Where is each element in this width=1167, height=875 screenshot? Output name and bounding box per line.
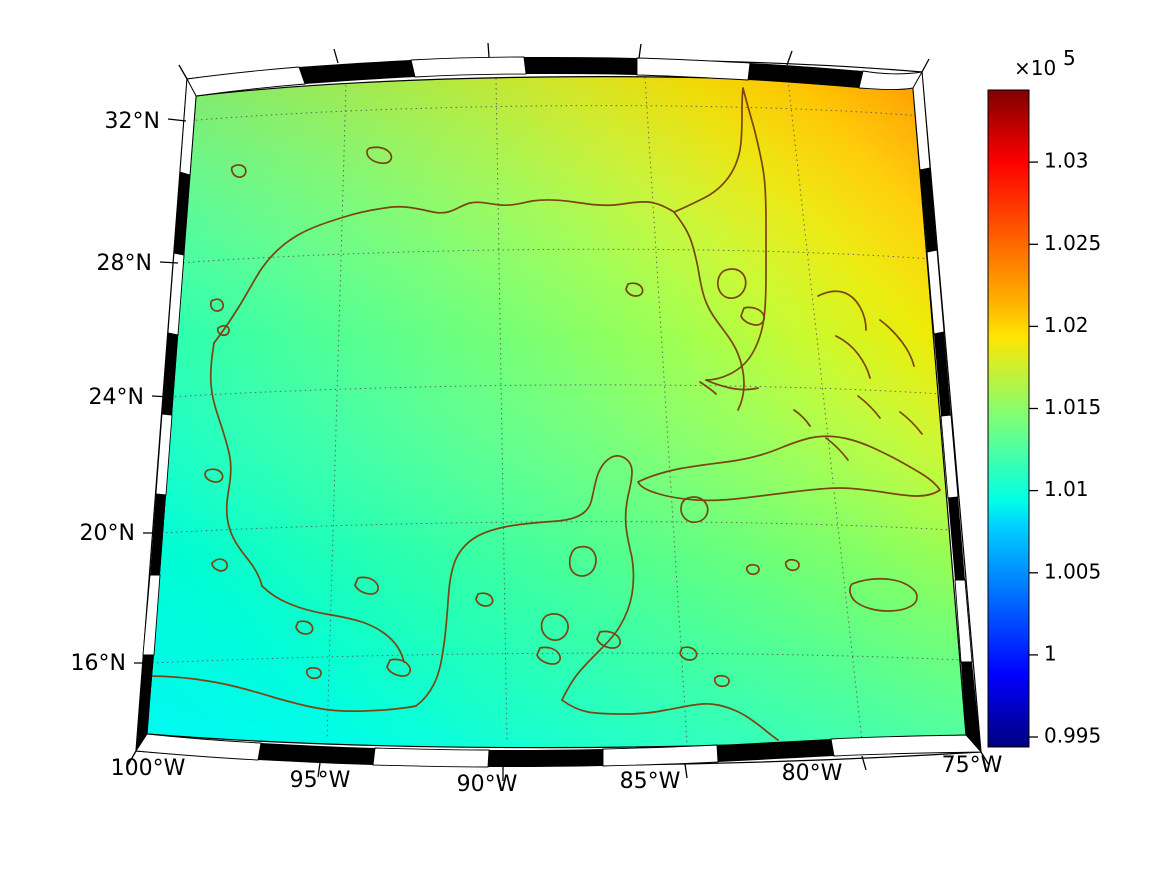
coastline-bahamas [793,290,923,461]
map-frame-ticks-right [912,70,981,752]
coastline-small-islands [204,146,800,688]
tick-lon-90 [487,42,490,58]
map-data-field [147,76,966,748]
cb-label-1005: 1.005 [1044,559,1101,583]
lat-label-24n: 24°N [89,385,144,410]
colorbar-tick-marks [1029,161,1038,738]
coastline-gulf-north [213,199,675,344]
colorbar[interactable]: 0.995 1 1.005 1.01 1.015 1.02 1.025 1.03… [987,46,1101,748]
cb-label-103: 1.03 [1044,149,1089,173]
gridline-lon-80 [787,79,863,742]
coastline-texas-south [209,342,263,587]
gridline-lon-90 [495,77,508,744]
tickb-lon-85 [684,763,688,779]
coastline-isla-juventud [680,496,709,524]
cb-label-1015: 1.015 [1044,395,1101,419]
coastline-cuba [637,435,941,502]
coastline-jamaica [849,577,918,612]
colorbar-offset-exponent: 5 [1063,46,1076,70]
coastlines [147,87,941,741]
coastline-lake-okeechobee [716,268,747,300]
lon-label-85w: 85°W [620,769,681,794]
gridline-lon-95 [326,84,347,740]
map-frame-ticks-left [136,77,197,751]
coastline-yucatan [415,455,635,707]
coastline-florida-west [673,211,745,411]
tick-lon-75 [921,58,930,73]
lat-label-20n: 20°N [80,521,135,546]
cb-label-1025: 1.025 [1044,231,1101,255]
map-frame-ticks-bottom [135,733,982,768]
longitude-tick-labels: 100°W 95°W 90°W 85°W 80°W 75°W [111,753,1003,797]
coastline-mexico-south [147,675,417,712]
gridline-lat-20 [160,521,953,534]
lat-label-28n: 28°N [97,251,152,276]
cb-label-101: 1.01 [1044,477,1089,501]
tick-lon-100 [178,64,188,80]
tick-lon-95 [333,48,339,64]
lon-label-95w: 95°W [290,768,351,793]
colorbar-offset-text: ×10 5 [1014,46,1076,80]
colorbar-gradient[interactable] [987,89,1030,748]
coastline-florida-keys [699,379,759,395]
coastline-florida [673,87,767,381]
tick-lat-32 [167,118,187,122]
tickb-lon-95 [317,762,321,778]
lat-label-32n: 32°N [105,109,160,134]
gridline-lat-16 [151,652,962,664]
tickb-lon-100 [127,750,137,766]
colorbar-tick-labels: 0.995 1 1.005 1.01 1.015 1.02 1.025 1.03 [1044,149,1101,748]
gridline-lon-85 [644,76,688,744]
cb-label-102: 1.02 [1044,313,1089,337]
lon-label-80w: 80°W [782,761,843,786]
cb-label-0995: 0.995 [1044,724,1101,748]
lon-label-100w: 100°W [111,756,186,781]
tick-lat-24 [151,395,171,398]
tick-lon-85 [638,43,642,59]
latitude-tick-labels: 32°N 28°N 24°N 20°N 16°N [71,109,160,676]
tick-lat-28 [159,261,179,264]
tickb-lon-75 [980,751,990,766]
tick-lon-80 [786,50,793,66]
cb-label-1: 1 [1044,641,1057,665]
pressure-field-overlay [147,76,966,748]
lon-label-90w: 90°W [457,772,518,797]
tickb-lon-80 [861,755,867,771]
map-frame-ticks-top [186,56,923,97]
axis-tick-marks [127,42,990,781]
lon-label-75w: 75°W [942,753,1003,778]
lat-label-16n: 16°N [71,651,126,676]
coastline-honduras-east [733,709,779,741]
gridline-lat-28 [177,248,933,264]
coastline-mexico-east [261,585,405,663]
colorbar-offset-base: ×10 [1014,56,1056,80]
coastline-central-america [561,699,735,715]
coastline-yucatan-lagoon [568,545,597,577]
